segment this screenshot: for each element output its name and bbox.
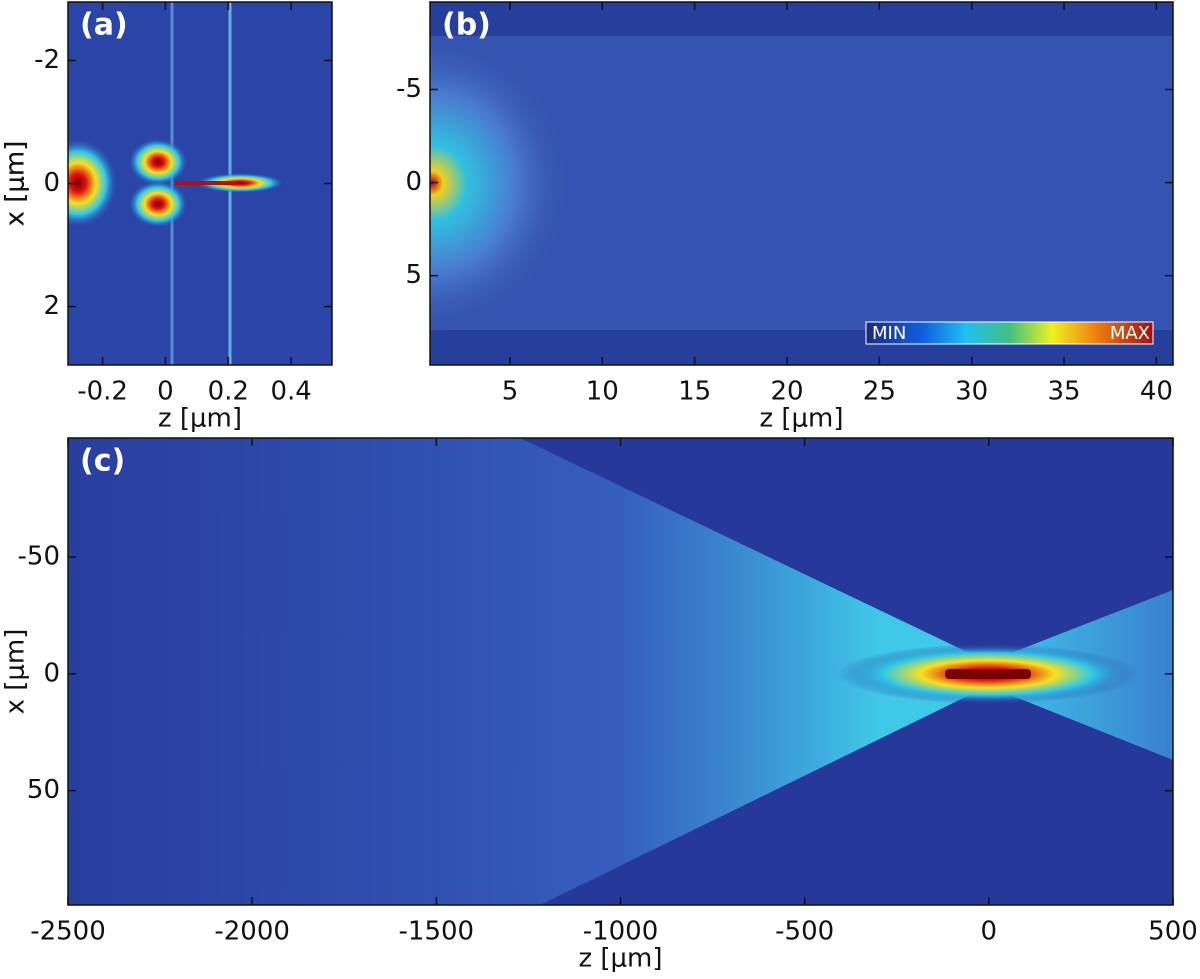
y-tick-label: 0 [43,168,60,198]
heatmap-c [68,438,1173,905]
x-tick-label: -2000 [214,917,290,947]
x-tick-label: -2500 [30,917,106,947]
x-tick-label: 30 [955,377,988,407]
x-tick-label: -0.2 [77,377,128,407]
panel-label: (b) [442,8,491,43]
x-tick-label: 10 [586,377,619,407]
x-tick-label: 0.4 [270,377,311,407]
y-tick-label: 0 [405,167,422,197]
x-tick-label: -1500 [399,917,475,947]
y-tick-label: 2 [43,291,60,321]
x-tick-label: 0 [157,377,174,407]
colorbar-max-label: MAX [1110,323,1150,344]
x-tick-label: -500 [775,917,834,947]
x-tick-label: 500 [1148,917,1198,947]
x-tick-label: 20 [770,377,803,407]
x-tick-label: -1000 [583,917,659,947]
y-axis-label: x [μm] [1,629,31,715]
x-axis-label: z [μm] [158,404,242,434]
heatmap-b [430,2,1173,365]
y-tick-label: -5 [396,74,422,104]
y-axis-label: x [μm] [1,141,31,227]
y-axis-label: x [μm] [1,141,31,227]
x-axis-label: z [μm] [759,404,843,434]
colorbar-min-label: MIN [872,323,906,344]
x-tick-label: 5 [502,377,519,407]
plot-frame [429,1,1174,366]
x-tick-label: 25 [863,377,896,407]
x-tick-label: 35 [1047,377,1080,407]
y-tick-label: 5 [405,260,422,290]
x-axis-label: z [μm] [578,944,662,974]
x-tick-label: 40 [1140,377,1173,407]
y-tick-label: 0 [43,658,60,688]
x-tick-label: 15 [678,377,711,407]
heatmap-a [68,2,332,365]
x-tick-label: 0 [981,917,998,947]
y-tick-label: 50 [27,775,60,805]
x-tick-label: 0.2 [208,377,249,407]
y-tick-label: -2 [34,45,60,75]
y-tick-label: -50 [18,542,60,572]
panel-label: (a) [80,8,128,43]
panel-label: (c) [80,444,125,479]
